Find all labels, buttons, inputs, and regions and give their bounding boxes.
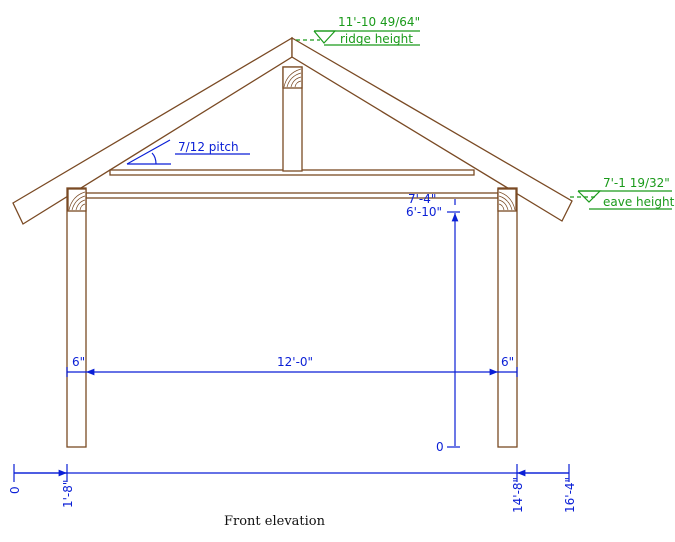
baseline-tick-3: 16'-4" — [563, 477, 577, 513]
post-height-label: 6'-10" — [406, 205, 442, 219]
end-grain-left-icon — [67, 188, 87, 212]
eave-height-label: eave height — [603, 195, 675, 209]
end-grain-right-icon — [497, 188, 517, 212]
right-rafter — [291, 36, 573, 222]
pitch-annotation: 7/12 pitch — [126, 139, 250, 165]
ridge-height-label: ridge height — [340, 32, 413, 46]
eave-height-annotation: 7'-1 19/32" eave height — [570, 176, 675, 210]
post-width-right-label: 6" — [501, 355, 514, 369]
drawing-caption: Front elevation — [224, 514, 326, 529]
timber-frame — [12, 36, 573, 448]
left-post — [66, 187, 87, 448]
baseline-dimension: 0 1'-8" 14'-8" 16'-4" — [8, 464, 577, 513]
baseline-tick-1: 1'-8" — [61, 480, 75, 508]
span-label: 12'-0" — [277, 355, 313, 369]
vertical-zero-label: 0 — [436, 440, 444, 454]
ridge-height-annotation: 11'-10 49/64" ridge height — [296, 15, 420, 46]
baseline-tick-0: 0 — [8, 486, 22, 494]
beam-height-label: 7'-4" — [408, 192, 436, 206]
right-post — [497, 187, 518, 448]
pitch-label: 7/12 pitch — [178, 140, 239, 154]
baseline-tick-2: 14'-8" — [511, 477, 525, 513]
span-dimension: 12'-0" 6" 6" — [66, 355, 518, 377]
vertical-dimensions: 7'-4" 6'-10" 0 — [406, 192, 460, 454]
eave-height-value: 7'-1 19/32" — [603, 176, 670, 190]
end-grain-ridge-icon — [282, 66, 303, 89]
post-width-left-label: 6" — [72, 355, 85, 369]
ridge-height-value: 11'-10 49/64" — [338, 15, 420, 29]
